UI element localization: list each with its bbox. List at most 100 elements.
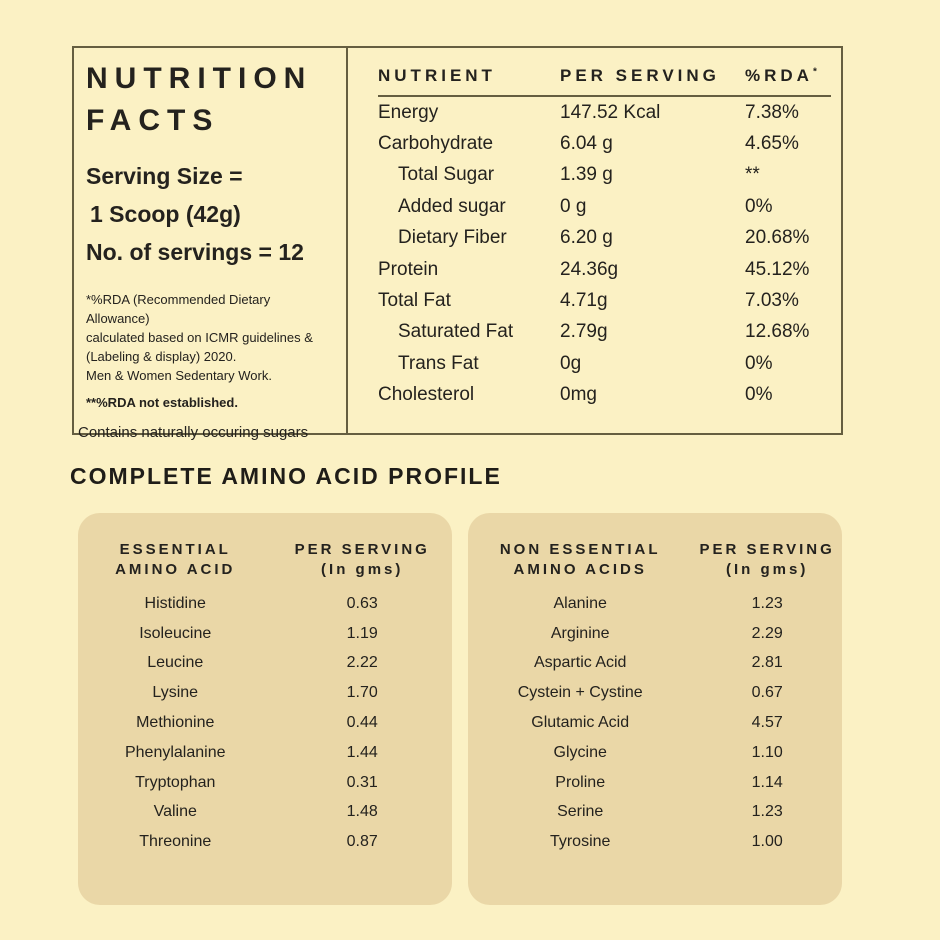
amino-row: Tryptophan 0.31 xyxy=(78,768,452,798)
amino-row: Arginine 2.29 xyxy=(468,619,842,649)
amino-value: 1.48 xyxy=(346,803,378,821)
amino-row: Lysine 1.70 xyxy=(78,678,452,708)
nutrient-name: Cholesterol xyxy=(378,384,475,406)
amino-value: 1.10 xyxy=(751,743,783,761)
amino-value: 1.70 xyxy=(346,684,378,702)
amino-cards: ESSENTIAL AMINO ACID PER SERVING (In gms… xyxy=(78,513,842,905)
nutrient-name: Trans Fat xyxy=(398,352,479,374)
nutrient-table: NUTRIENT PER SERVING %RDA* Energy 147.52… xyxy=(348,48,841,433)
amino-value: 0.67 xyxy=(751,684,783,702)
title-line-1: NUTRITION xyxy=(86,62,313,95)
nutrient-row: Added sugar 0 g 0% xyxy=(378,191,831,222)
amino-name: Valine xyxy=(153,803,197,821)
nutrient-row: Protein 24.36g 45.12% xyxy=(378,254,831,285)
nutrient-table-rows: Energy 147.52 Kcal 7.38% Carbohydrate 6.… xyxy=(378,97,831,411)
essential-header-name-line1: ESSENTIAL xyxy=(119,541,231,558)
rda-footnote-line: Men & Women Sedentary Work. xyxy=(86,368,272,383)
essential-header-value-line2: (In gms) xyxy=(321,561,404,578)
nutrient-row: Total Fat 4.71g 7.03% xyxy=(378,285,831,316)
nutrient-per-serving-value: 0 g xyxy=(560,195,587,217)
non-essential-card-header: NON ESSENTIAL AMINO ACIDS PER SERVING (I… xyxy=(468,540,842,580)
non-essential-header-name-line1: NON ESSENTIAL xyxy=(499,541,661,558)
nutrient-per-serving-value: 0mg xyxy=(560,384,597,406)
nutrient-rda-value: 7.38% xyxy=(745,101,799,123)
essential-card-header: ESSENTIAL AMINO ACID PER SERVING (In gms… xyxy=(78,540,452,580)
amino-row: Isoleucine 1.19 xyxy=(78,619,452,649)
essential-amino-rows: Histidine 0.63 Isoleucine 1.19 Leucine 2… xyxy=(78,589,452,857)
non-essential-amino-rows: Alanine 1.23 Arginine 2.29 Aspartic Acid… xyxy=(468,589,842,857)
rda-asterisk: * xyxy=(812,66,817,78)
amino-name: Alanine xyxy=(553,594,607,612)
nutrient-row: Cholesterol 0mg 0% xyxy=(378,380,831,411)
natural-sugars-note: Contains naturally occuring sugars xyxy=(78,424,309,441)
nutrient-rda-value: 0% xyxy=(745,195,773,217)
amino-name: Tryptophan xyxy=(135,773,216,791)
nutrient-row: Trans Fat 0g 0% xyxy=(378,348,831,379)
amino-value: 2.22 xyxy=(346,654,378,672)
amino-value: 0.63 xyxy=(346,594,378,612)
amino-name: Phenylalanine xyxy=(124,743,226,761)
servings-count: No. of servings = 12 xyxy=(86,239,304,265)
essential-header-value: PER SERVING (In gms) xyxy=(272,540,452,580)
nutrient-per-serving-value: 4.71g xyxy=(560,290,608,312)
serving-info: Serving Size = 1 Scoop (42g) No. of serv… xyxy=(86,157,336,271)
amino-row: Aspartic Acid 2.81 xyxy=(468,649,842,679)
amino-name: Leucine xyxy=(147,654,204,672)
nutrient-per-serving-value: 0g xyxy=(560,352,582,374)
amino-row: Serine 1.23 xyxy=(468,798,842,828)
amino-row: Proline 1.14 xyxy=(468,768,842,798)
nutrient-row: Energy 147.52 Kcal 7.38% xyxy=(378,97,831,128)
serving-size-value: 1 Scoop (42g) xyxy=(90,201,241,227)
amino-value: 0.44 xyxy=(346,714,378,732)
amino-row: Phenylalanine 1.44 xyxy=(78,738,452,768)
header-nutrient: NUTRIENT xyxy=(378,66,496,85)
non-essential-header-name: NON ESSENTIAL AMINO ACIDS xyxy=(468,540,692,580)
amino-row: Glycine 1.10 xyxy=(468,738,842,768)
amino-row: Glutamic Acid 4.57 xyxy=(468,708,842,738)
nutrient-name: Total Fat xyxy=(378,290,451,312)
amino-row: Methionine 0.44 xyxy=(78,708,452,738)
nutrient-per-serving-value: 1.39 g xyxy=(560,164,613,186)
amino-value: 0.31 xyxy=(346,773,378,791)
rda-not-established-note: **%RDA not established. xyxy=(86,395,238,410)
nutrient-name: Added sugar xyxy=(398,195,506,217)
amino-value: 2.29 xyxy=(751,624,783,642)
nutrient-row: Total Sugar 1.39 g ** xyxy=(378,160,831,191)
nutrient-rda-value: 4.65% xyxy=(745,133,799,155)
amino-value: 1.23 xyxy=(751,594,783,612)
header-rda: %RDA* xyxy=(745,66,817,85)
amino-value: 4.57 xyxy=(751,714,783,732)
amino-row: Histidine 0.63 xyxy=(78,589,452,619)
non-essential-header-value: PER SERVING (In gms) xyxy=(692,540,842,580)
amino-value: 0.87 xyxy=(346,833,378,851)
nutrient-name: Protein xyxy=(378,258,439,280)
amino-name: Isoleucine xyxy=(139,624,212,642)
nutrient-rda-value: 7.03% xyxy=(745,290,799,312)
amino-name: Aspartic Acid xyxy=(533,654,627,672)
amino-row: Cystein + Cystine 0.67 xyxy=(468,678,842,708)
nutrient-rda-value: 45.12% xyxy=(745,258,810,280)
amino-name: Cystein + Cystine xyxy=(517,684,643,702)
amino-value: 2.81 xyxy=(751,654,783,672)
non-essential-amino-card: NON ESSENTIAL AMINO ACIDS PER SERVING (I… xyxy=(468,513,842,905)
amino-name: Serine xyxy=(557,803,604,821)
amino-profile-title: COMPLETE AMINO ACID PROFILE xyxy=(70,463,502,489)
nutrient-per-serving-value: 24.36g xyxy=(560,258,619,280)
amino-name: Glycine xyxy=(553,743,607,761)
rda-footnote-line: *%RDA (Recommended Dietary Allowance) xyxy=(86,292,271,326)
amino-value: 1.19 xyxy=(346,624,378,642)
serving-size-label: Serving Size = xyxy=(86,163,243,189)
nutrient-per-serving-value: 6.04 g xyxy=(560,133,613,155)
nutrient-name: Total Sugar xyxy=(398,164,495,186)
nutrient-rda-value: 12.68% xyxy=(745,321,810,343)
amino-name: Histidine xyxy=(144,594,206,612)
essential-header-name: ESSENTIAL AMINO ACID xyxy=(78,540,272,580)
non-essential-header-value-line2: (In gms) xyxy=(726,561,809,578)
amino-name: Lysine xyxy=(152,684,199,702)
nutrient-row: Dietary Fiber 6.20 g 20.68% xyxy=(378,223,831,254)
nutrition-facts-box: NUTRITION FACTS Serving Size = 1 Scoop (… xyxy=(72,46,843,441)
essential-header-value-line1: PER SERVING xyxy=(294,541,430,558)
amino-row: Valine 1.48 xyxy=(78,798,452,828)
nutrient-row: Carbohydrate 6.04 g 4.65% xyxy=(378,128,831,159)
